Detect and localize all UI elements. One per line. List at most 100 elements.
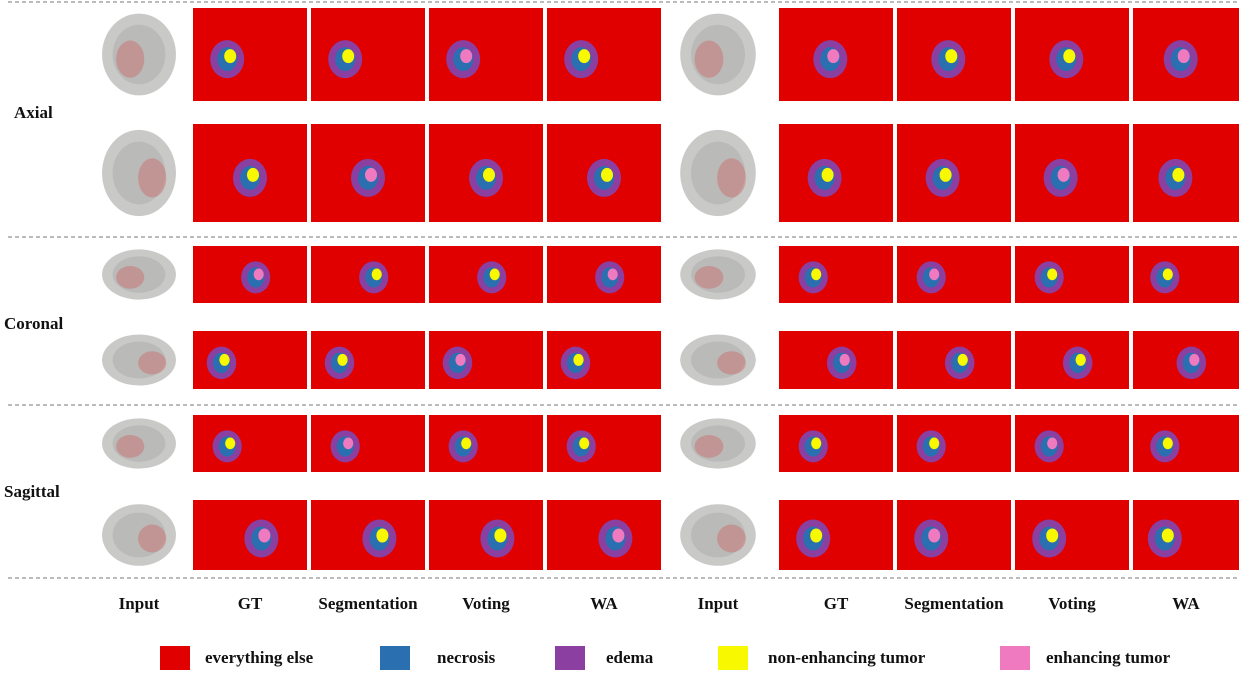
legend-label: necrosis: [437, 648, 496, 667]
image-cell: [547, 246, 661, 303]
image-cell: [193, 246, 307, 303]
tumor-highlight: [138, 351, 167, 375]
image-cell: [1015, 415, 1129, 472]
image-cell: [547, 500, 661, 570]
tumor-region: [224, 49, 237, 64]
tumor-highlight: [694, 434, 724, 458]
image-cell: [1015, 246, 1129, 303]
segmentation-map: [897, 500, 1011, 570]
tumor-region: [258, 528, 271, 543]
image-cell: [311, 8, 425, 101]
image-cell: [897, 246, 1011, 303]
tumor-region: [1063, 49, 1076, 64]
image-cell: [547, 415, 661, 472]
tumor-highlight: [116, 265, 145, 289]
legend-swatch: [380, 646, 410, 670]
segmentation-map: [1015, 500, 1129, 570]
tumor-region: [455, 353, 466, 366]
image-cell: [779, 331, 893, 389]
tumor-highlight: [694, 40, 724, 78]
tumor-region: [365, 167, 377, 182]
tumor-region: [821, 167, 834, 182]
image-cell: [680, 129, 756, 217]
image-cell: [1133, 415, 1239, 472]
segmentation-map: [547, 415, 661, 472]
tumor-highlight: [717, 524, 746, 553]
tumor-region: [827, 49, 840, 64]
segmentation-map: [547, 8, 661, 101]
legend-label: enhancing tumor: [1046, 648, 1171, 667]
tumor-region: [811, 437, 822, 450]
tumor-region: [612, 528, 625, 543]
segmentation-map: [429, 8, 543, 101]
image-cell: [547, 124, 661, 222]
column-label: WA: [1172, 594, 1200, 613]
image-cell: [429, 8, 543, 101]
image-cell: [680, 249, 756, 300]
image-cell: [1133, 331, 1239, 389]
image-cell: [311, 124, 425, 222]
image-cell: [897, 331, 1011, 389]
tumor-region: [343, 437, 354, 450]
image-cell: [193, 8, 307, 101]
tumor-highlight: [138, 158, 167, 198]
image-cell: [1133, 124, 1239, 222]
column-label: Segmentation: [318, 594, 418, 613]
image-cell: [680, 13, 756, 96]
image-cell: [1015, 8, 1129, 101]
segmentation-map: [779, 246, 893, 303]
segmentation-map: [311, 8, 425, 101]
image-cell: [429, 415, 543, 472]
segmentation-map: [429, 415, 543, 472]
image-cell: [680, 418, 756, 469]
segmentation-map: [193, 8, 307, 101]
image-cell: [1133, 246, 1239, 303]
tumor-region: [342, 49, 355, 64]
tumor-region: [1046, 528, 1059, 543]
image-cell: [1133, 500, 1239, 570]
legend-label: edema: [606, 648, 654, 667]
column-label: GT: [824, 594, 849, 613]
tumor-highlight: [717, 351, 746, 375]
tumor-region: [601, 167, 613, 182]
tumor-region: [957, 353, 968, 366]
tumor-region: [494, 528, 507, 543]
tumor-region: [483, 167, 495, 182]
tumor-region: [247, 167, 259, 182]
image-cell: [1133, 8, 1239, 101]
tumor-region: [1177, 49, 1190, 64]
image-cell: [193, 500, 307, 570]
image-cell: [102, 249, 176, 300]
tumor-region: [1172, 167, 1185, 182]
image-cell: [547, 331, 661, 389]
tumor-region: [573, 353, 584, 366]
legend-swatch: [555, 646, 585, 670]
tumor-region: [578, 49, 591, 64]
segmentation-map: [779, 415, 893, 472]
tumor-region: [945, 49, 958, 64]
row-label: Axial: [14, 103, 53, 122]
tumor-region: [607, 268, 618, 281]
tumor-region: [460, 49, 473, 64]
tumor-region: [489, 268, 500, 281]
image-cell: [1015, 124, 1129, 222]
column-label: Segmentation: [904, 594, 1004, 613]
image-cell: [102, 129, 176, 217]
image-cell: [429, 500, 543, 570]
image-cell: [779, 8, 893, 101]
image-cell: [897, 500, 1011, 570]
segmentation-map: [1133, 246, 1239, 303]
tumor-highlight: [116, 434, 145, 458]
tumor-region: [1162, 437, 1173, 450]
image-cell: [102, 334, 176, 386]
tumor-region: [929, 268, 940, 281]
column-label: Voting: [1048, 594, 1096, 613]
segmentation-map: [1133, 415, 1239, 472]
tumor-region: [461, 437, 472, 450]
tumor-highlight: [694, 265, 724, 289]
image-cell: [193, 124, 307, 222]
image-cell: [1015, 331, 1129, 389]
tumor-region: [1189, 353, 1200, 366]
image-cell: [102, 504, 176, 566]
